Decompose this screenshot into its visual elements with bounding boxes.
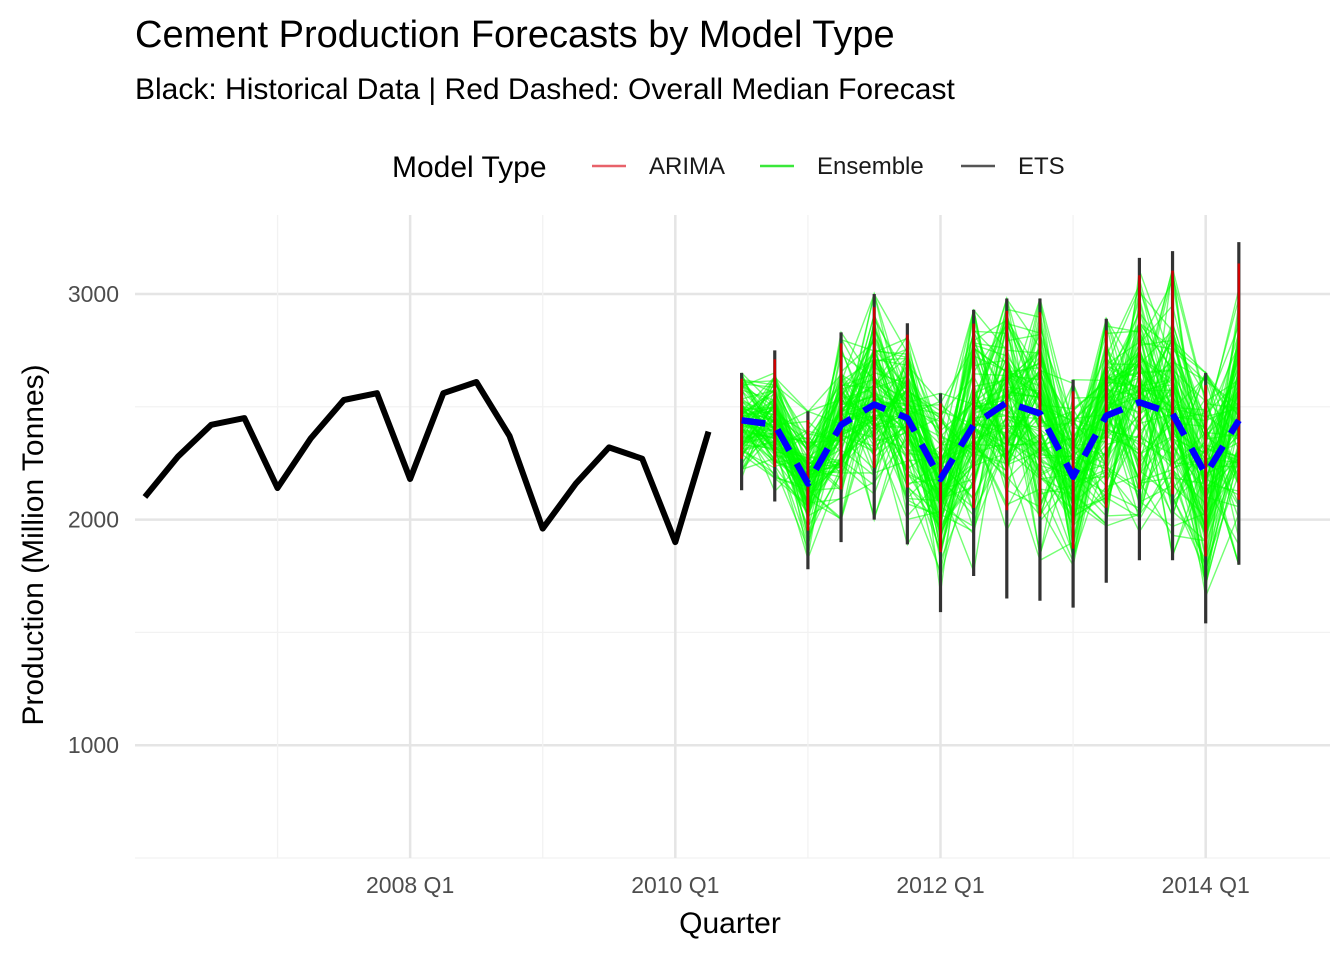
- x-axis-ticks: 2008 Q1 2010 Q1 2012 Q1 2014 Q1: [366, 872, 1250, 898]
- chart-title: Cement Production Forecasts by Model Typ…: [135, 14, 895, 56]
- ensemble-path: [741, 304, 1240, 575]
- legend-entry-arima: ARIMA: [592, 153, 725, 180]
- y-tick-label: 3000: [68, 281, 119, 307]
- legend-entry-ensemble: Ensemble: [760, 153, 924, 180]
- x-tick-label: 2008 Q1: [366, 872, 454, 898]
- ensemble-path: [740, 323, 1240, 558]
- x-tick-label: 2010 Q1: [631, 872, 719, 898]
- legend-label-ensemble: Ensemble: [817, 153, 924, 180]
- historical-series: [142, 379, 712, 546]
- legend-entry-ets: ETS: [961, 153, 1065, 180]
- chart-subtitle: Black: Historical Data | Red Dashed: Ove…: [135, 73, 955, 106]
- x-tick-label: 2012 Q1: [896, 872, 984, 898]
- ensemble-path: [741, 348, 1240, 545]
- ensemble-forecast-paths: [740, 267, 1240, 599]
- y-tick-label: 2000: [68, 507, 119, 533]
- ensemble-path: [741, 328, 1240, 583]
- x-tick-label: 2014 Q1: [1162, 872, 1250, 898]
- ensemble-path: [741, 311, 1240, 506]
- legend-title: Model Type: [392, 151, 547, 184]
- median-forecast-series: [741, 399, 1242, 487]
- legend-label-arima: ARIMA: [649, 153, 725, 180]
- legend-label-ets: ETS: [1018, 153, 1065, 180]
- y-axis-title: Production (Million Tonnes): [17, 364, 50, 725]
- legend: Model Type ARIMA Ensemble ETS: [392, 151, 1065, 184]
- historical-line: [142, 379, 712, 546]
- median-forecast-line: [741, 399, 1242, 487]
- x-axis-title: Quarter: [679, 907, 781, 940]
- y-tick-label: 1000: [68, 732, 119, 758]
- ensemble-path: [741, 340, 1240, 559]
- ensemble-path: [741, 279, 1240, 579]
- ensemble-path: [740, 348, 1240, 518]
- plot-grid: [135, 215, 1330, 859]
- y-axis-ticks: 1000 2000 3000: [68, 281, 119, 758]
